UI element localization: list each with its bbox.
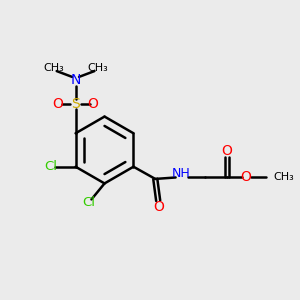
Text: Cl: Cl (82, 196, 95, 209)
Text: S: S (71, 97, 80, 111)
Text: N: N (70, 74, 81, 87)
Text: O: O (222, 144, 232, 158)
Text: O: O (241, 170, 251, 184)
Text: NH: NH (172, 167, 191, 181)
Text: CH₃: CH₃ (273, 172, 294, 182)
Text: O: O (153, 200, 164, 214)
Text: CH₃: CH₃ (44, 63, 64, 73)
Text: Cl: Cl (44, 160, 57, 173)
Text: O: O (53, 97, 64, 111)
Text: O: O (88, 97, 98, 111)
Text: CH₃: CH₃ (87, 63, 108, 73)
